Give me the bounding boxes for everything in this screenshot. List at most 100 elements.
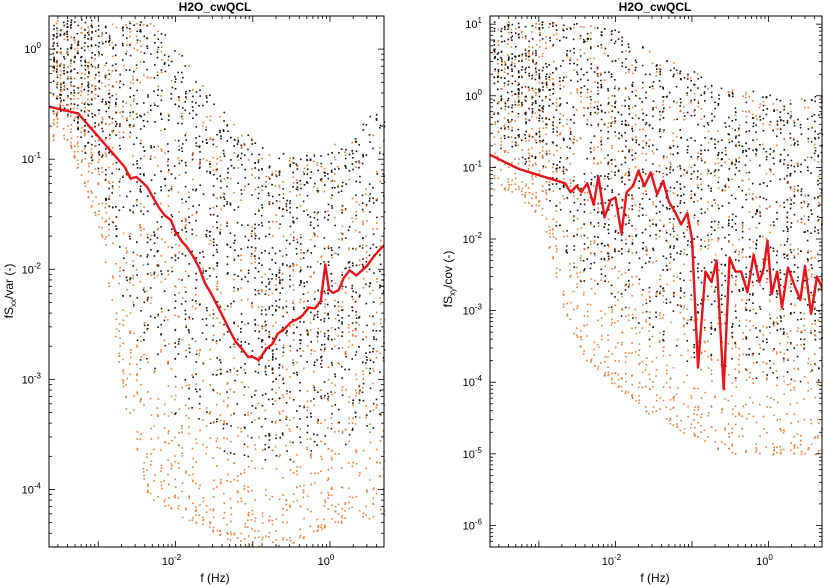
data-point-orange: [337, 166, 339, 168]
data-point-orange: [282, 521, 284, 523]
data-point-dark: [275, 308, 277, 311]
data-point-dark: [369, 410, 372, 413]
data-point-orange: [324, 442, 326, 445]
data-point-orange: [303, 167, 306, 170]
data-point-orange: [355, 451, 358, 454]
data-point-dark: [181, 55, 184, 57]
data-point-dark: [199, 151, 201, 153]
data-point-dark: [171, 86, 174, 89]
data-point-dark: [341, 323, 343, 325]
data-point-dark: [184, 161, 187, 164]
data-point-dark: [220, 361, 222, 364]
data-point-dark: [514, 93, 516, 95]
data-point-dark: [233, 322, 235, 325]
data-point-orange: [510, 183, 513, 186]
data-point-orange: [90, 23, 93, 25]
data-point-dark: [327, 314, 329, 316]
data-point-orange: [348, 507, 350, 510]
data-point-orange: [171, 266, 173, 269]
data-point-dark: [331, 338, 333, 341]
data-point-dark: [230, 136, 232, 139]
data-point-orange: [129, 356, 132, 359]
data-point-orange: [361, 264, 364, 267]
data-point-orange: [313, 385, 315, 387]
data-point-dark: [170, 257, 173, 259]
data-point-dark: [73, 92, 76, 94]
data-point-orange: [275, 174, 277, 176]
data-point-orange: [576, 266, 578, 269]
data-point-dark: [493, 21, 496, 23]
data-point-orange: [164, 498, 167, 501]
data-point-dark: [296, 426, 298, 428]
data-point-dark: [143, 331, 146, 334]
data-point-orange: [271, 292, 274, 295]
data-point-orange: [323, 518, 325, 521]
data-point-orange: [583, 315, 586, 317]
data-point-orange: [337, 362, 339, 364]
data-point-orange: [299, 534, 302, 537]
data-point-orange: [617, 150, 620, 153]
data-point-dark: [538, 88, 540, 91]
data-point-orange: [344, 428, 347, 431]
data-point-orange: [129, 43, 132, 45]
data-point-dark: [504, 105, 507, 108]
data-point-orange: [352, 417, 354, 419]
data-point-orange: [195, 307, 197, 310]
data-point-dark: [614, 100, 617, 103]
data-point-dark: [282, 433, 284, 436]
data-point-dark: [94, 114, 96, 116]
data-point-dark: [614, 29, 616, 32]
data-point-dark: [168, 169, 170, 171]
data-point-orange: [538, 127, 541, 130]
data-point-dark: [548, 118, 551, 121]
data-point-orange: [268, 519, 271, 521]
data-point-dark: [323, 317, 326, 320]
data-point-orange: [282, 377, 285, 379]
data-point-orange: [514, 120, 516, 122]
data-point-orange: [195, 482, 197, 485]
data-point-orange: [167, 497, 170, 499]
data-point-orange: [621, 341, 624, 344]
data-point-dark: [91, 135, 93, 138]
data-point-orange: [261, 522, 264, 524]
data-point-orange: [545, 181, 548, 183]
data-point-orange: [275, 530, 277, 532]
data-point-orange: [164, 505, 167, 507]
data-point-orange: [278, 456, 281, 458]
data-point-orange: [580, 26, 582, 28]
data-point-orange: [147, 485, 149, 487]
data-point-dark: [157, 249, 159, 252]
data-point-dark: [215, 248, 218, 251]
data-point-dark: [627, 194, 630, 196]
data-point-dark: [573, 266, 576, 268]
data-point-orange: [635, 332, 638, 335]
data-point-dark: [314, 298, 316, 300]
data-point-orange: [212, 309, 214, 311]
data-point-orange: [257, 402, 260, 405]
data-point-dark: [607, 232, 610, 235]
data-point-dark: [279, 436, 281, 439]
data-point-dark: [101, 156, 103, 158]
data-point-dark: [59, 64, 61, 67]
data-point-orange: [638, 399, 641, 402]
data-point-orange: [178, 145, 180, 148]
data-point-dark: [292, 171, 294, 174]
data-point-orange: [358, 161, 360, 163]
data-point-dark: [250, 235, 253, 238]
data-point-dark: [129, 235, 131, 238]
data-point-orange: [631, 396, 633, 398]
data-point-dark: [132, 163, 135, 166]
data-point-orange: [625, 390, 627, 393]
data-point-orange: [566, 315, 569, 317]
data-point-dark: [600, 242, 603, 245]
data-point-orange: [163, 480, 166, 482]
data-point-orange: [243, 471, 246, 474]
data-point-orange: [184, 221, 187, 223]
data-point-dark: [563, 24, 565, 27]
data-point-orange: [597, 368, 599, 371]
data-point-orange: [188, 417, 190, 419]
data-point-dark: [119, 80, 122, 82]
data-point-dark: [240, 193, 243, 195]
data-point-orange: [586, 359, 588, 362]
data-point-dark: [244, 177, 247, 179]
